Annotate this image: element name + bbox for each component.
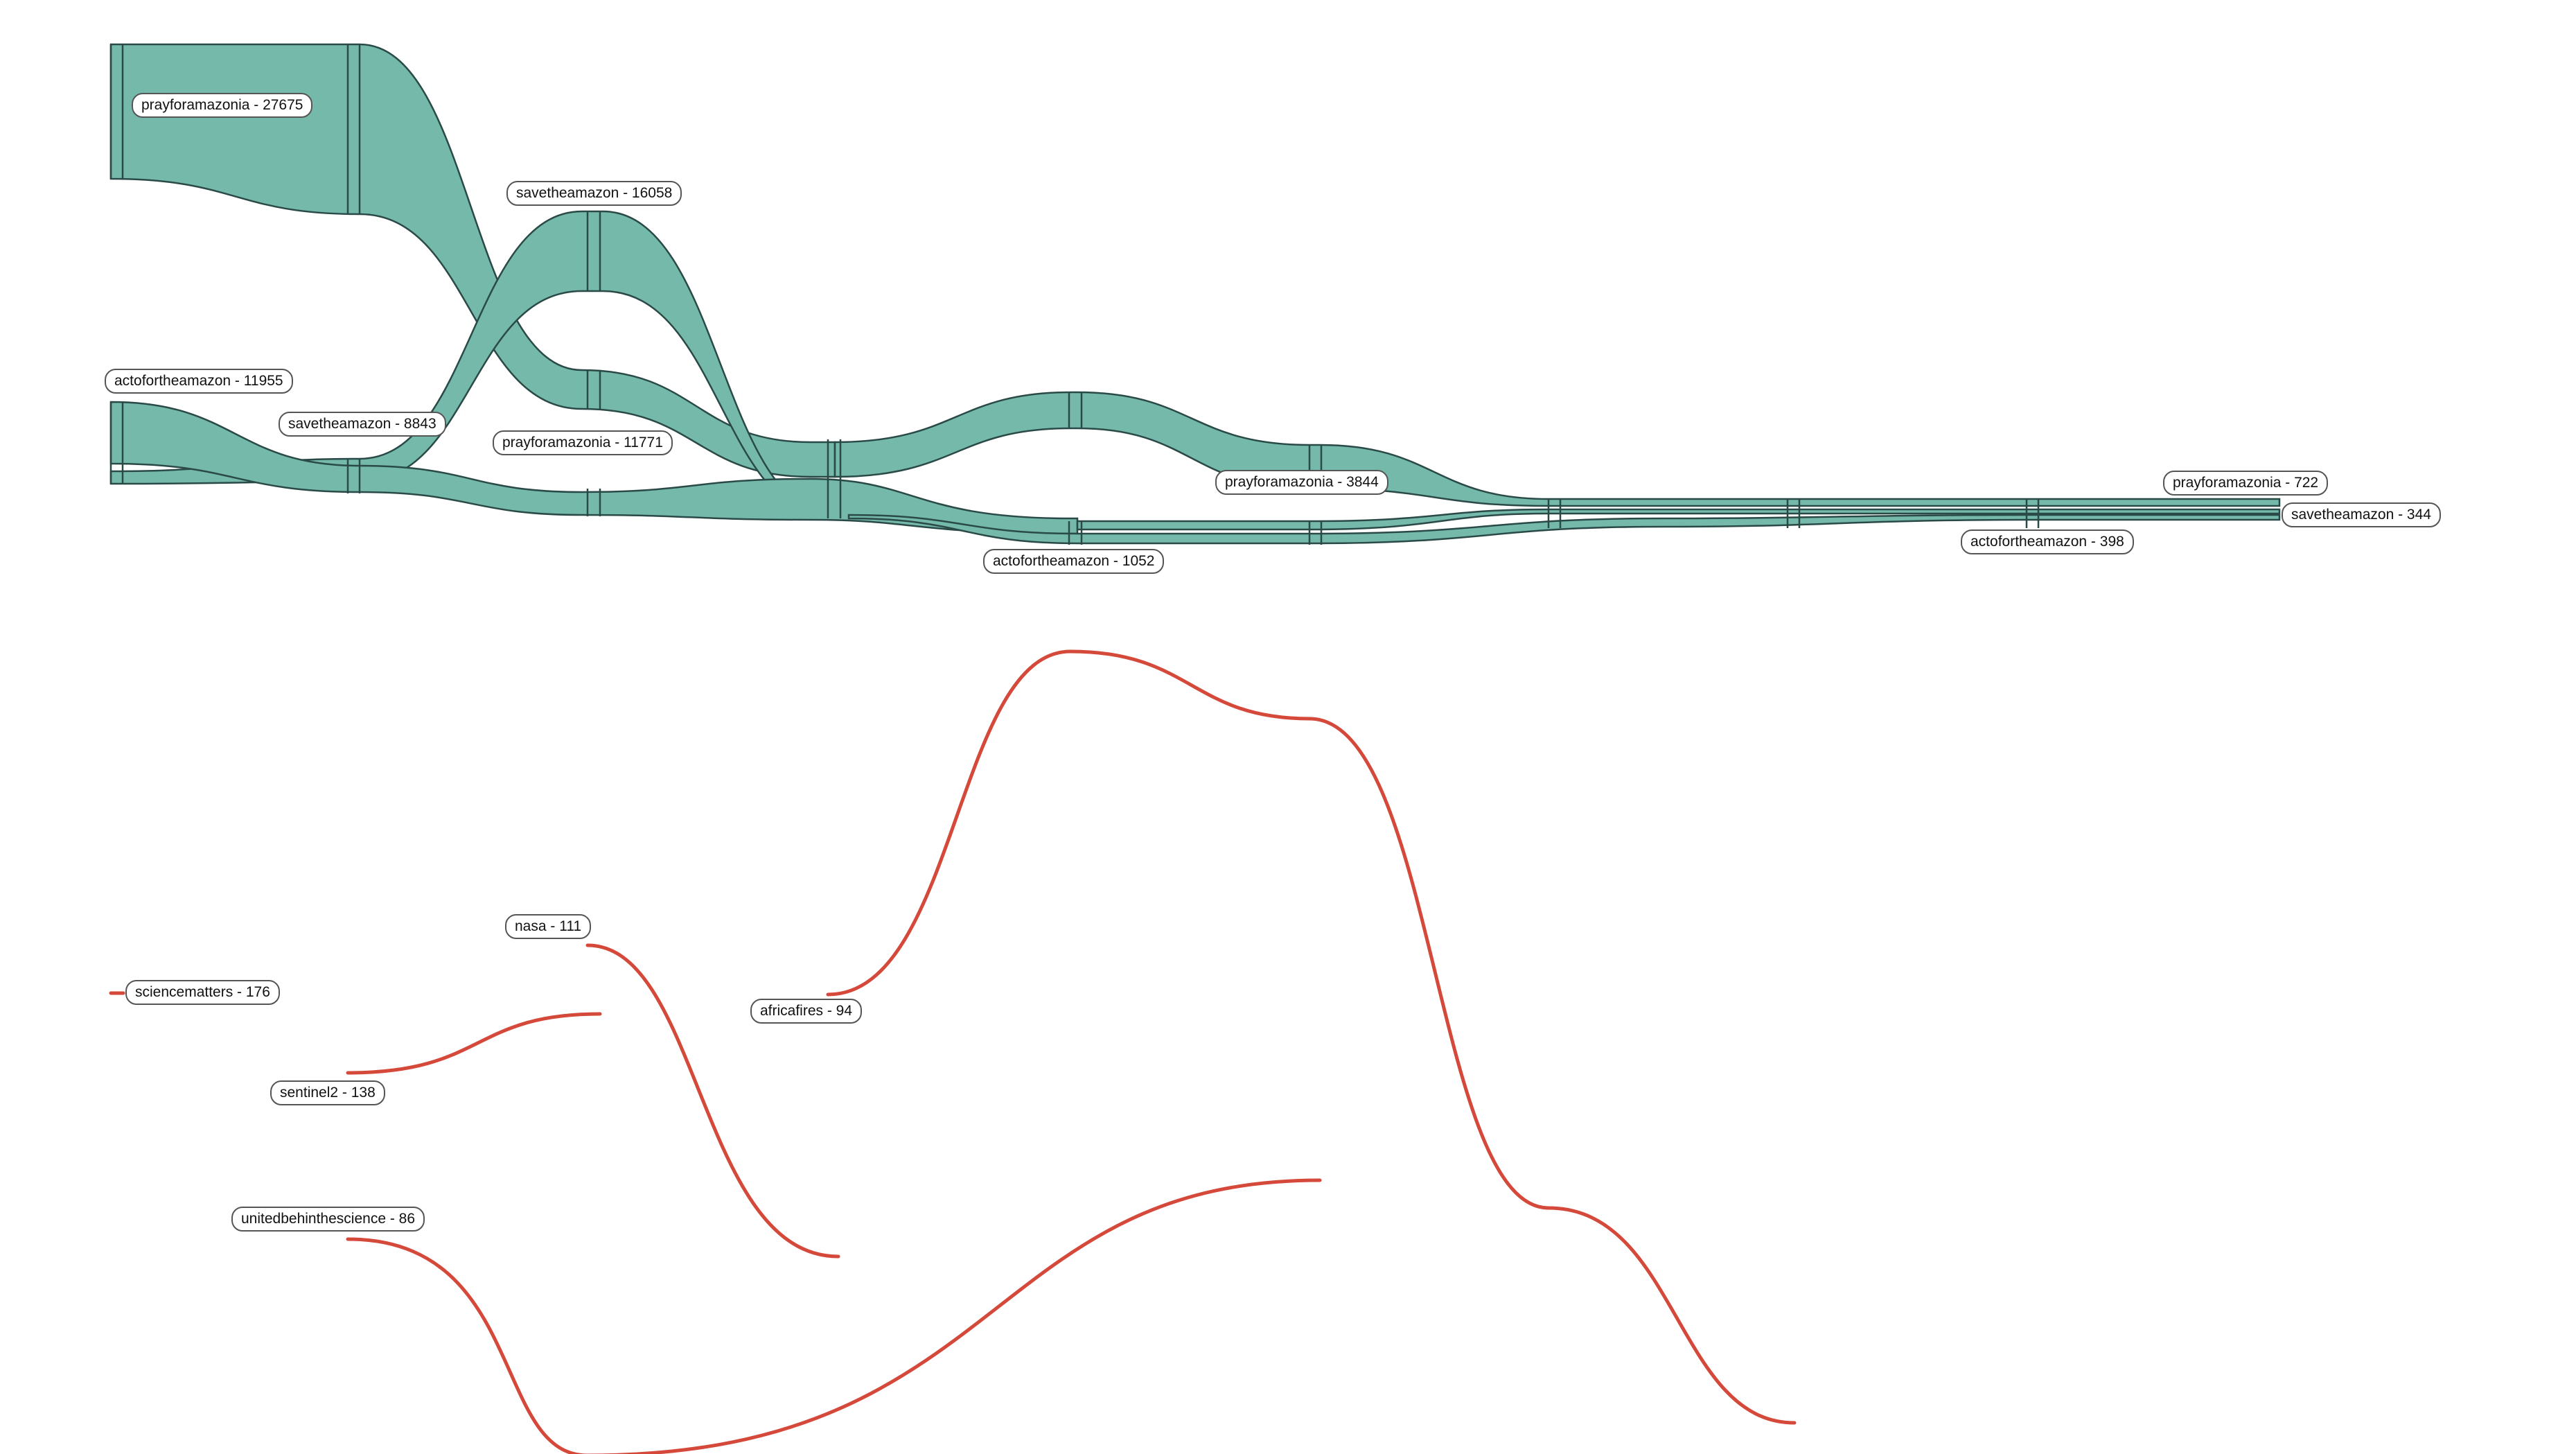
thread-label-nasa-111: nasa - 111: [505, 914, 592, 939]
stream-label-savetheamazon-8843: savetheamazon - 8843: [279, 412, 446, 437]
thread-nasa: [585, 943, 840, 1259]
thread-label-africafires-94: africafires - 94: [750, 999, 863, 1024]
stream-label-prayforamazonia-11771: prayforamazonia - 11771: [493, 430, 673, 455]
stream-label-prayforamazonia-722: prayforamazonia - 722: [2163, 471, 2329, 496]
thread-label-sciencematters-176: sciencematters - 176: [125, 980, 280, 1005]
node-bar-col-8: [1786, 499, 1801, 528]
stream-label-actofortheamazon-11955: actofortheamazon - 11955: [105, 369, 293, 394]
node-bar-col-1: [109, 44, 124, 484]
node-bar-col-5: [1068, 392, 1083, 545]
stream-ribbons: [109, 43, 2281, 545]
node-bar-col-4: [827, 439, 842, 518]
ribbon-prayforamazonia-tail: [833, 391, 2281, 507]
node-bar-col-3: [586, 211, 601, 516]
node-bar-col-2: [346, 44, 361, 493]
ribbon-actofortheamazon: [109, 401, 1079, 535]
node-bar-col-7: [1547, 499, 1562, 528]
thread-label-unitedbehinthescience-86: unitedbehinthescience - 86: [231, 1207, 425, 1232]
thread-sentinel2: [346, 1012, 602, 1075]
stream-label-savetheamazon-16058: savetheamazon - 16058: [506, 181, 682, 206]
node-bar-col-9: [2025, 499, 2040, 528]
node-bar-col-6: [1308, 445, 1323, 545]
stream-label-prayforamazonia-3844: prayforamazonia - 3844: [1215, 470, 1388, 495]
thread-label-sentinel2-138: sentinel2 - 138: [270, 1080, 385, 1105]
stream-label-prayforamazonia-27675: prayforamazonia - 27675: [132, 93, 313, 118]
stream-label-actofortheamazon-398: actofortheamazon - 398: [1961, 529, 2134, 554]
thread-africafires: [826, 649, 1797, 1425]
stream-label-actofortheamazon-1052: actofortheamazon - 1052: [983, 549, 1165, 574]
thread-lines: [109, 649, 1797, 1454]
ribbon-actofortheamazon-tail: [1076, 508, 2281, 531]
thread-unitedbehinthescience: [346, 1178, 1322, 1454]
stream-label-savetheamazon-344: savetheamazon - 344: [2282, 502, 2441, 527]
node-bars: [109, 44, 2040, 545]
